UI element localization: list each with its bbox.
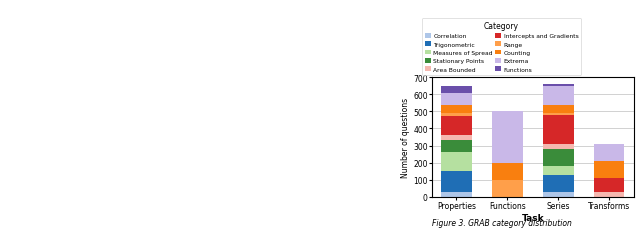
Bar: [594, 161, 625, 178]
Bar: [543, 166, 573, 175]
Bar: [543, 192, 573, 197]
Bar: [543, 175, 573, 192]
Bar: [543, 115, 573, 144]
Bar: [441, 192, 472, 197]
Bar: [492, 163, 523, 180]
X-axis label: Task: Task: [522, 213, 544, 222]
Bar: [543, 114, 573, 115]
Bar: [543, 85, 573, 86]
Bar: [441, 117, 472, 136]
Bar: [441, 172, 472, 192]
Bar: [441, 105, 472, 114]
Bar: [441, 86, 472, 93]
Legend: Correlation, Trigonometric, Measures of Spread, Stationary Points, Area Bounded,: Correlation, Trigonometric, Measures of …: [422, 19, 581, 76]
Bar: [441, 141, 472, 153]
Bar: [441, 114, 472, 117]
Bar: [441, 153, 472, 172]
Bar: [543, 86, 573, 105]
Bar: [492, 180, 523, 197]
Bar: [492, 112, 523, 163]
Text: Figure 3. GRAB category distribution: Figure 3. GRAB category distribution: [433, 218, 572, 227]
Y-axis label: Number of questions: Number of questions: [401, 98, 410, 177]
Bar: [543, 105, 573, 114]
Bar: [594, 144, 625, 161]
Bar: [543, 149, 573, 166]
Bar: [594, 178, 625, 192]
Bar: [594, 192, 625, 197]
Bar: [441, 93, 472, 105]
Bar: [543, 144, 573, 149]
Bar: [441, 136, 472, 141]
